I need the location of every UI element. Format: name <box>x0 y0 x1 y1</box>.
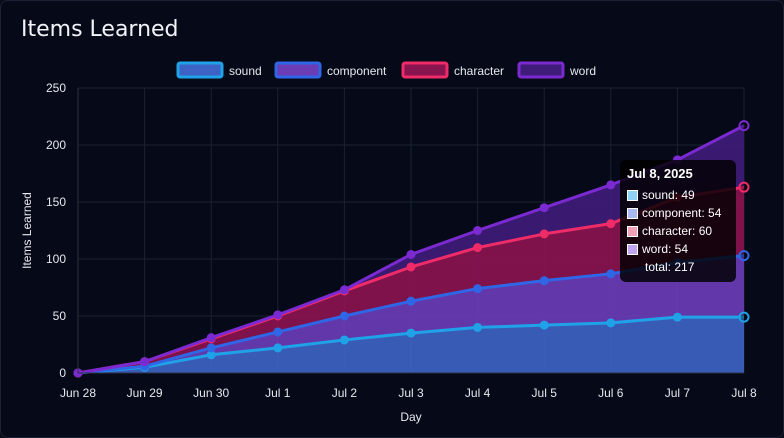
x-tick-label: Jun 29 <box>127 386 163 400</box>
data-point-character <box>473 243 483 253</box>
data-point-sound <box>339 335 349 345</box>
legend-label-character: character <box>454 64 504 78</box>
data-point-word <box>606 180 616 190</box>
legend-swatch-character <box>401 61 449 79</box>
y-axis-label: Items Learned <box>20 192 34 269</box>
y-tick-label: 200 <box>46 138 66 152</box>
data-point-component <box>738 250 750 262</box>
data-point-sound <box>672 312 682 322</box>
data-point-word <box>406 249 416 259</box>
data-point-word <box>273 310 283 320</box>
data-point-sound <box>539 320 549 330</box>
data-point-word <box>140 357 150 367</box>
y-tick-label: 150 <box>46 195 66 209</box>
x-tick-label: Jun 30 <box>193 386 229 400</box>
data-point-word <box>339 285 349 295</box>
x-tick-label: Jun 28 <box>60 386 96 400</box>
tooltip-row-sound: sound: 49 <box>627 186 729 204</box>
legend: sound component character word <box>176 61 596 79</box>
legend-swatch-component <box>274 61 322 79</box>
tooltip-row-text: component: 54 <box>642 206 722 220</box>
tooltip-swatch-character <box>627 225 638 237</box>
x-tick-label: Jul 8 <box>731 386 757 400</box>
tooltip-row-text: word: 54 <box>642 242 689 256</box>
x-tick-label: Jul 1 <box>265 386 291 400</box>
data-point-sound <box>273 343 283 353</box>
legend-swatch-word <box>517 61 565 79</box>
data-point-word <box>738 120 750 132</box>
data-point-character <box>606 219 616 229</box>
y-tick-label: 100 <box>46 252 66 266</box>
data-point-component <box>206 343 216 353</box>
tooltip-swatch-word <box>627 243 638 255</box>
legend-label-word: word <box>569 64 596 78</box>
data-point-character <box>406 262 416 272</box>
data-point-component <box>473 284 483 294</box>
data-point-component <box>339 311 349 321</box>
x-tick-label: Jul 2 <box>332 386 358 400</box>
tooltip-row-component: component: 54 <box>627 204 729 222</box>
tooltip-total: total: 217 <box>645 260 695 274</box>
tooltip-row-word: word: 54 <box>627 240 729 258</box>
data-point-sound <box>406 328 416 338</box>
x-tick-label: Jul 7 <box>665 386 691 400</box>
data-point-sound <box>473 322 483 332</box>
tooltip-title: Jul 8, 2025 <box>627 166 693 181</box>
x-tick-label: Jul 6 <box>598 386 624 400</box>
data-point-component <box>606 269 616 279</box>
tooltip-row-character: character: 60 <box>627 222 729 240</box>
y-tick-label: 250 <box>46 81 66 95</box>
data-point-sound <box>606 318 616 328</box>
tooltip-swatch-sound <box>627 189 638 201</box>
x-tick-label: Jul 4 <box>465 386 491 400</box>
y-tick-label: 0 <box>59 366 66 380</box>
tooltip: Jul 8, 2025 sound: 49 component: 54 char… <box>620 160 736 282</box>
data-point-word <box>539 203 549 213</box>
x-axis-label: Day <box>400 410 421 424</box>
legend-label-component: component <box>327 64 387 78</box>
data-point-word <box>206 333 216 343</box>
data-point-component <box>406 296 416 306</box>
y-tick-label: 50 <box>53 309 67 323</box>
data-point-sound <box>738 311 750 323</box>
x-tick-label: Jul 5 <box>532 386 558 400</box>
tooltip-row-text: sound: 49 <box>642 188 695 202</box>
tooltip-swatch-component <box>627 207 638 219</box>
data-point-character <box>539 229 549 239</box>
chart-title: Items Learned <box>21 17 179 42</box>
legend-label-sound: sound <box>229 64 262 78</box>
x-tick-label: Jul 3 <box>398 386 424 400</box>
tooltip-row-text: character: 60 <box>642 224 713 238</box>
data-point-character <box>738 181 750 193</box>
legend-swatch-sound <box>176 61 224 79</box>
data-point-component <box>539 276 549 286</box>
area-fill-component <box>78 255 744 373</box>
area-fill-sound <box>78 317 744 373</box>
area-fill-character <box>78 187 744 373</box>
area-fills <box>78 125 744 374</box>
data-point-component <box>273 327 283 337</box>
data-point-word <box>473 226 483 235</box>
